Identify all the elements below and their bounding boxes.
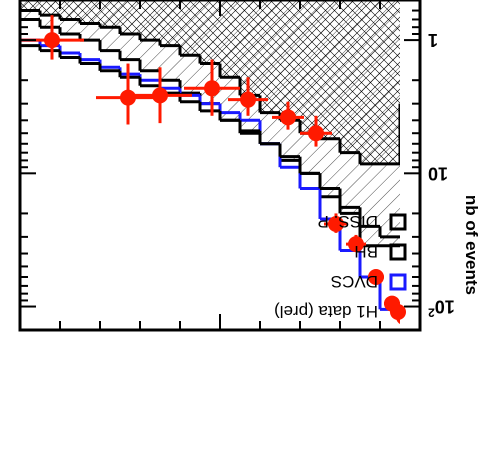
series-diss-p-fill <box>20 0 400 164</box>
legend-label-diss-p: DISS. P <box>318 212 378 231</box>
data-point <box>348 236 364 253</box>
data-point <box>120 89 136 106</box>
data-points-layer <box>20 15 400 325</box>
y-tick-label: 1 <box>428 30 438 50</box>
data-point <box>152 87 168 104</box>
legend-marker-h1-data-prel <box>390 304 406 320</box>
data-point <box>44 32 60 49</box>
y-tick-label-exponent: 2 <box>428 306 435 320</box>
legend-label-h1-data-prel: H1 data (prel) <box>274 302 378 321</box>
histogram-layer <box>20 0 400 313</box>
legend-label-bh: BH <box>354 242 378 261</box>
data-point <box>240 91 256 108</box>
legend-marker-diss-p <box>389 213 407 231</box>
y-axis-title: nb of events <box>462 195 481 295</box>
y-tick-label: 10 <box>428 163 448 183</box>
legend: H1 data (prel) DVCS BH DISS. P <box>274 212 407 321</box>
data-point <box>368 268 384 285</box>
ticks-layer <box>19 0 421 330</box>
data-point <box>280 109 296 126</box>
data-point <box>308 125 324 142</box>
data-point <box>204 80 220 97</box>
legend-label-dvcs: DVCS <box>331 272 378 291</box>
legend-marker-dvcs <box>389 273 407 291</box>
legend-marker-bh <box>389 243 407 261</box>
y-tick-label: 102 <box>428 297 455 320</box>
plot-area: H1 data (prel) DVCS BH DISS. P <box>18 0 422 332</box>
data-point <box>328 215 344 232</box>
